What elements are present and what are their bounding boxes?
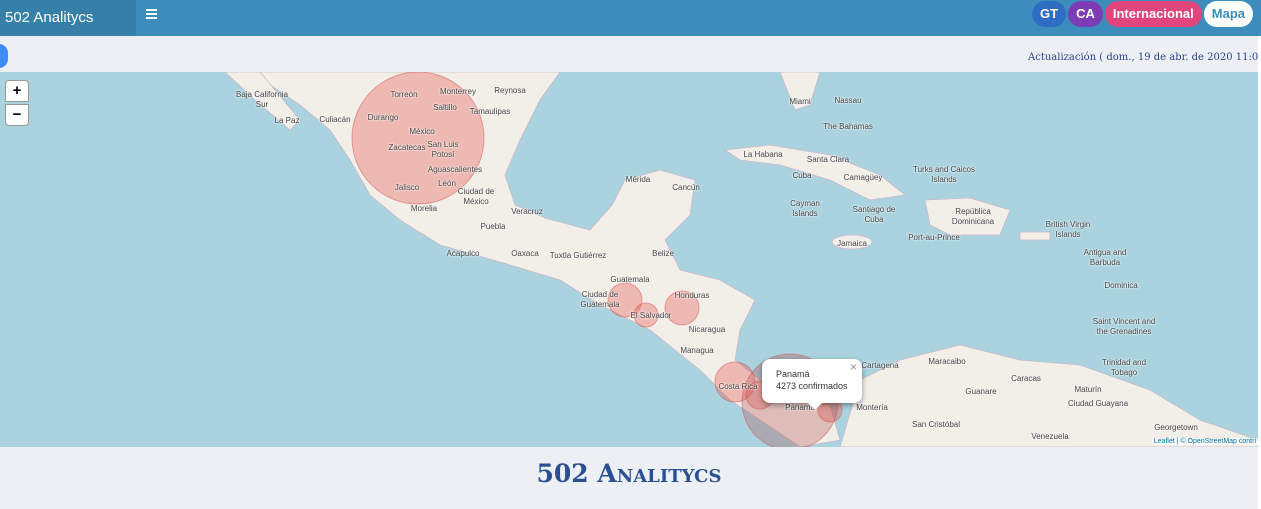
map-label: México [409,127,435,136]
map-label: Montería [856,403,888,412]
map-label: British Virgin Islands [1045,220,1091,239]
map-label: La Paz [274,116,300,125]
map-label: Puebla [480,222,506,231]
map-label: Panamá [785,403,815,412]
map-label: Santa Clara [806,155,850,164]
map-label: Jamaica [837,239,867,248]
map-label: Santiago de Cuba [852,205,896,224]
map-label: Trinidad and Tobago [1101,358,1147,377]
map-label: Acapulco [446,249,480,258]
map-label: San Luis Potosí [427,140,459,159]
header: 502 Analitycs GT CA Internacional Mapa [0,0,1261,36]
map-label: Monterrey [439,87,477,96]
popup-text: 4273 confirmados [776,381,848,391]
map-label: Miami [789,97,811,106]
map-label: The Bahamas [823,122,873,131]
map-label: Caracas [1011,374,1041,383]
map-base [224,72,1258,447]
brand[interactable]: 502 Analitycs [0,0,136,36]
map-label: Guanare [965,387,997,396]
map-label: El Salvador [630,311,672,320]
map-label: Dominica [1104,281,1138,290]
popup-title: Panamá [776,369,810,379]
map-label: León [438,179,456,188]
nav-button[interactable]: CA [1068,1,1103,27]
map-label: Antigua and Barbuda [1083,248,1127,267]
map-label: Tuxtla Gutiérrez [549,251,607,260]
map-label: Oaxaca [511,249,539,258]
map-label: Baja California Sur [235,90,289,109]
map-label: Cartagena [861,361,899,370]
map-label: Reynosa [494,86,526,95]
map-label: Saint Vincent and the Grenadines [1092,317,1156,336]
map-label: Mérida [625,175,651,184]
sidebar-toggle[interactable] [0,44,8,68]
map-label: Veracruz [511,207,543,216]
map-label: Costa Rica [718,382,758,391]
map-label: Port-au-Prince [908,233,960,242]
map-label: Venezuela [1031,432,1069,441]
map-label: Turks and Caicos Islands [913,165,975,184]
menu-toggle[interactable] [146,9,157,19]
popup: Panamá 4273 confirmados × [762,359,862,410]
map-label: Georgetown [1154,423,1198,432]
map-label: Zacatecas [388,143,426,152]
map-label: Nicaragua [688,325,726,334]
map[interactable]: Baja California Sur La Paz Culiacán Torreón… [0,72,1258,447]
map-label: San Cristóbal [911,420,961,429]
nav-button[interactable]: Internacional [1104,1,1202,27]
map-label: Torreón [390,90,418,99]
map-label: Cancún [672,183,700,192]
footer: 502 Analitycs [0,447,1258,509]
map-label: Guatemala [610,275,650,284]
map-label: Saltillo [433,103,457,112]
map-label: Honduras [674,291,710,300]
map-label: Cuba [792,171,812,180]
map-label: Camagüey [843,173,883,182]
info-bar [0,36,1258,72]
map-label: Ciudad de México [457,187,495,206]
map-label: Cayman Islands [790,199,820,218]
nav-buttons: GT CA Internacional Mapa [1032,1,1253,27]
map-label: Maturín [1074,385,1102,394]
map-label: Tamaulipas [469,107,511,116]
map-label: Maracaibo [928,357,966,366]
map-label: Nassau [834,96,862,105]
map-label: República Dominicana [951,207,995,226]
map-label: Aguascalientes [427,165,483,174]
popup-close[interactable]: × [849,360,857,374]
map-label: Morelia [410,204,438,213]
map-label: La Habana [743,150,783,159]
map-label: Managua [680,346,714,355]
map-label: Ciudad Guayana [1067,399,1129,408]
attribution: Leaflet | © OpenStreetMap contri [1151,438,1258,445]
footer-title: 502 Analitycs [536,459,722,488]
map-label: Durango [367,113,399,122]
update-text: Actualización ( dom., 19 de abr. de 2020… [1028,52,1259,63]
nav-button[interactable]: Mapa [1203,1,1253,27]
zoom-in[interactable]: + [5,80,29,102]
map-label: Culiacán [319,115,351,124]
nav-button[interactable]: GT [1032,1,1067,27]
map-label: Ciudad de Guatemala [580,290,620,309]
map-label: Jalisco [394,183,420,192]
zoom-out[interactable]: − [5,104,29,126]
map-label: Belize [652,249,674,258]
